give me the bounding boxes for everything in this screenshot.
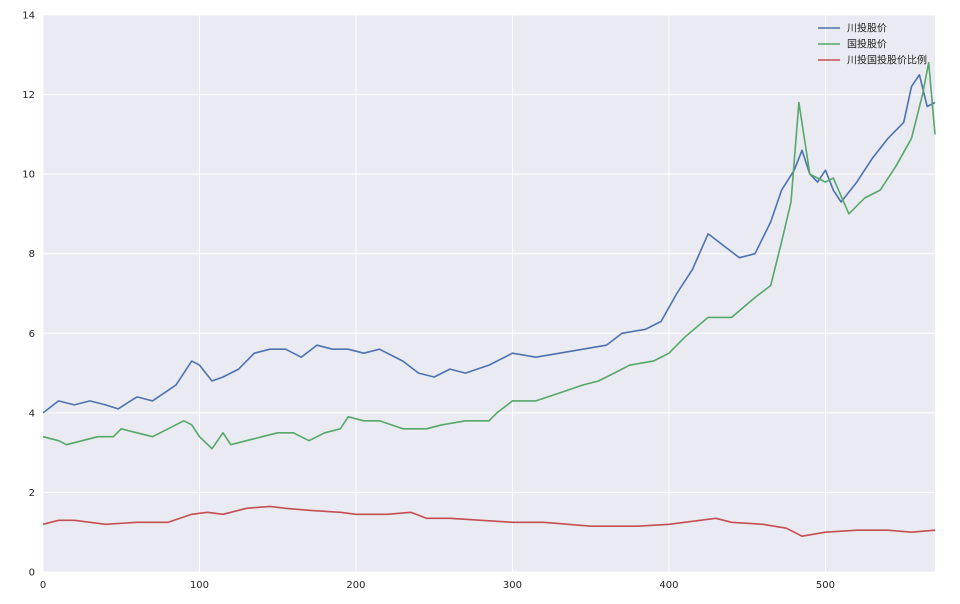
x-tick-labels: 0 100 200 300 400 500 (40, 580, 835, 591)
series-line-0 (42, 73, 936, 414)
y-tick-label: 12 (22, 90, 35, 101)
plot-background (43, 15, 935, 572)
legend-label: 川投国投股价比例 (847, 54, 927, 67)
x-tick-label: 0 (40, 580, 46, 591)
y-tick-label: 14 (22, 11, 35, 22)
legend-label: 川投股价 (847, 22, 887, 35)
legend-label: 国投股价 (847, 38, 887, 51)
x-tick-label: 500 (816, 580, 835, 591)
y-tick-label: 6 (29, 329, 35, 340)
y-tick-label: 10 (22, 170, 35, 181)
series-line-1 (42, 61, 936, 450)
x-tick-label: 300 (503, 580, 522, 591)
grid-lines (42, 14, 935, 573)
legend-item: 国投股价 (818, 38, 887, 51)
y-tick-label: 0 (29, 568, 35, 579)
x-tick-label: 100 (190, 580, 209, 591)
series-lines (42, 61, 936, 537)
x-tick-label: 200 (346, 580, 365, 591)
legend-item: 川投国投股价比例 (818, 54, 927, 67)
y-tick-labels: 0 2 4 6 8 10 12 14 (22, 11, 35, 579)
y-tick-label: 8 (29, 249, 35, 260)
series-line-2 (42, 505, 936, 537)
y-tick-label: 4 (29, 408, 35, 419)
y-tick-label: 2 (29, 488, 35, 499)
legend-item: 川投股价 (818, 22, 887, 35)
x-tick-label: 400 (659, 580, 678, 591)
